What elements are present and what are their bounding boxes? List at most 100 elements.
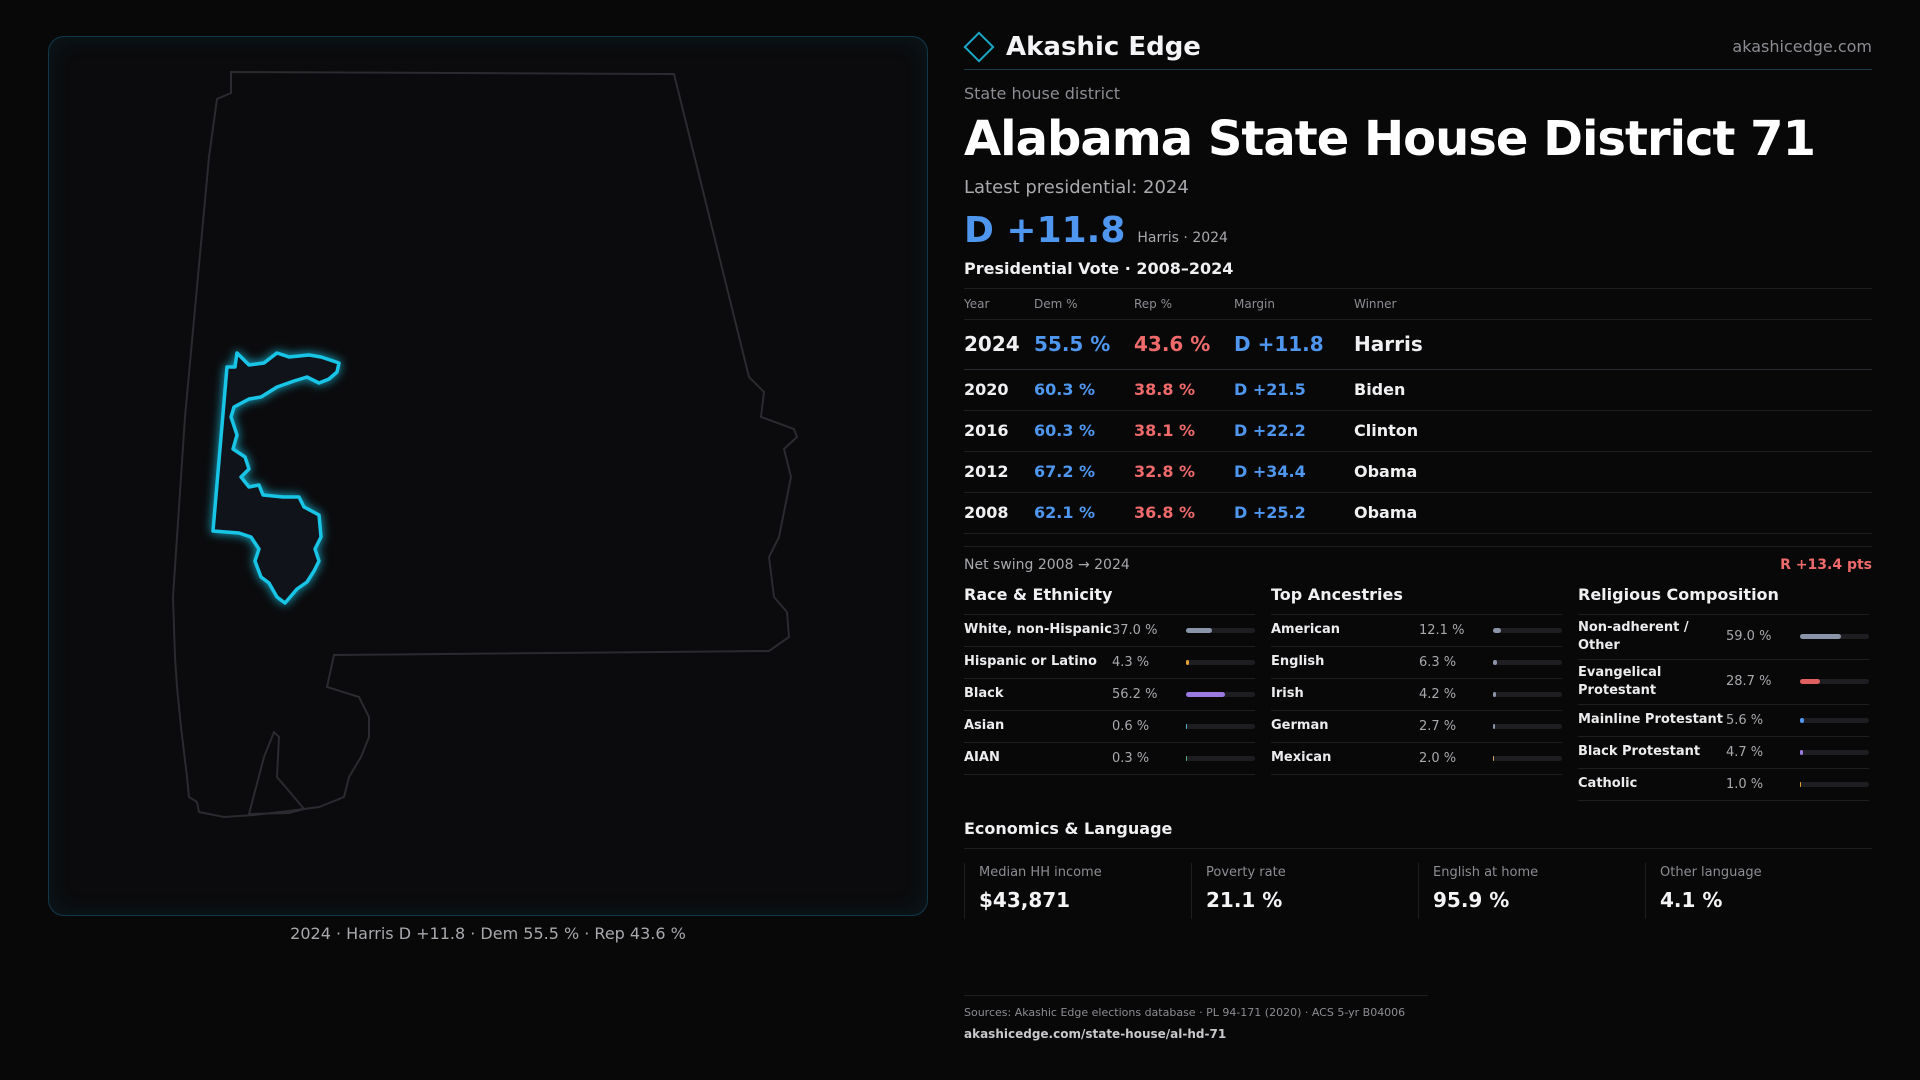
stat-value: 95.9 % <box>1433 887 1510 912</box>
share-bar <box>1493 659 1562 665</box>
winner-cell: Harris <box>1354 319 1872 370</box>
demo-value: 2.7 % <box>1419 718 1457 734</box>
share-bar <box>1186 723 1255 729</box>
rep-cell: 38.8 % <box>1134 369 1234 411</box>
share-bar-fill <box>1800 781 1802 787</box>
stat-label: Other language <box>1660 864 1762 880</box>
district-kicker: State house district <box>964 84 1121 103</box>
page-url-link[interactable]: akashicedge.com/state-house/al-hd-71 <box>964 1027 1227 1041</box>
demo-value: 0.3 % <box>1112 750 1150 766</box>
demo-value: 4.7 % <box>1726 744 1764 760</box>
year-cell: 2020 <box>964 369 1034 411</box>
brand-name: Akashic Edge <box>1006 31 1201 62</box>
demo-label: American <box>1271 622 1341 637</box>
share-bar-fill <box>1186 691 1225 697</box>
stat-value: $43,871 <box>979 887 1071 912</box>
demo-row: White, non-Hispanic 37.0 % <box>964 615 1255 647</box>
share-bar <box>1800 679 1869 684</box>
share-bar-fill <box>1493 627 1502 633</box>
winner-cell: Obama <box>1354 492 1872 534</box>
share-bar <box>1493 723 1562 729</box>
ancestries-title: Top Ancestries <box>1271 585 1562 615</box>
demo-row: AIAN 0.3 % <box>964 743 1255 775</box>
margin-value: D +11.8 <box>964 210 1126 251</box>
share-bar-fill <box>1186 723 1188 729</box>
demo-row: English 6.3 % <box>1271 647 1562 679</box>
demo-value: 5.6 % <box>1726 712 1764 728</box>
map-caption: 2024 · Harris D +11.8 · Dem 55.5 % · Rep… <box>290 924 686 943</box>
district-details: Akashic Edge akashicedge.com State house… <box>963 30 1872 919</box>
rep-cell: 32.8 % <box>1134 451 1234 493</box>
table-row: 2024 55.5 % 43.6 % D +11.8 Harris <box>964 319 1872 370</box>
share-bar <box>1186 691 1255 697</box>
demo-value: 0.6 % <box>1112 718 1150 734</box>
religion-rows: Non-adherent / Other 59.0 % Evangelical Pr… <box>1578 615 1869 801</box>
demo-label: German <box>1271 718 1329 733</box>
vote-table-title: Presidential Vote · 2008–2024 <box>964 259 1872 289</box>
dem-cell: 62.1 % <box>1034 492 1134 534</box>
demo-label: White, non-Hispanic <box>964 622 1112 637</box>
demo-label: Hispanic or Latino <box>964 654 1097 669</box>
stat-label: English at home <box>1433 864 1539 880</box>
table-row: 2016 60.3 % 38.1 % D +22.2 Clinton <box>964 410 1872 452</box>
district-71-shape[interactable] <box>211 351 341 605</box>
dem-cell: 60.3 % <box>1034 369 1134 411</box>
dem-cell: 60.3 % <box>1034 410 1134 452</box>
share-bar-fill <box>1186 627 1212 633</box>
stat-poverty-rate: Poverty rate 21.1 % <box>1191 862 1418 919</box>
share-bar-fill <box>1800 634 1841 639</box>
presidential-vote-table: Year Dem % Rep % Margin Winner 2024 55.5… <box>964 289 1872 534</box>
share-bar <box>1800 749 1869 755</box>
demo-label: Mainline Protestant <box>1578 712 1724 727</box>
religion-panel: Religious Composition Non-adherent / Oth… <box>1578 585 1869 801</box>
margin-cell: D +25.2 <box>1234 492 1354 534</box>
table-row: 2020 60.3 % 38.8 % D +21.5 Biden <box>964 369 1872 411</box>
demo-label: English <box>1271 654 1325 669</box>
rep-cell: 36.8 % <box>1134 492 1234 534</box>
race-ethnicity-title: Race & Ethnicity <box>964 585 1255 615</box>
brand[interactable]: Akashic Edge <box>963 30 1201 63</box>
table-row: 2008 62.1 % 36.8 % D +25.2 Obama <box>964 492 1872 534</box>
demo-row: Asian 0.6 % <box>964 711 1255 743</box>
stat-value: 21.1 % <box>1206 887 1283 912</box>
year-cell: 2012 <box>964 451 1034 493</box>
demo-row: Mexican 2.0 % <box>1271 743 1562 775</box>
race-ethnicity-panel: Race & Ethnicity White, non-Hispanic 37.0… <box>964 585 1255 801</box>
economics-title: Economics & Language <box>964 819 1872 849</box>
demographics: Race & Ethnicity White, non-Hispanic 37.0… <box>964 585 1872 801</box>
year-cell: 2008 <box>964 492 1034 534</box>
district-map <box>48 36 928 916</box>
demo-label: Mexican <box>1271 750 1332 765</box>
winner-cell: Clinton <box>1354 410 1872 452</box>
share-bar-fill <box>1493 659 1498 665</box>
demo-value: 4.3 % <box>1112 654 1150 670</box>
demo-row: Non-adherent / Other 59.0 % <box>1578 615 1869 660</box>
stat-median-income: Median HH income $43,871 <box>964 862 1191 919</box>
share-bar <box>1493 755 1562 761</box>
margin-cell: D +11.8 <box>1234 319 1354 370</box>
map-svg <box>171 70 799 819</box>
demo-label: Irish <box>1271 686 1304 701</box>
ancestries-panel: Top Ancestries American 12.1 % English 6.3 … <box>1271 585 1562 801</box>
demo-value: 28.7 % <box>1726 674 1772 689</box>
stat-other-language: Other language 4.1 % <box>1645 862 1872 919</box>
margin-cell: D +21.5 <box>1234 369 1354 411</box>
share-bar-fill <box>1186 659 1189 665</box>
margin-cell: D +22.2 <box>1234 410 1354 452</box>
demo-label: Non-adherent / Other <box>1578 619 1689 653</box>
demo-value: 4.2 % <box>1419 686 1457 702</box>
demo-label: Black Protestant <box>1578 744 1701 759</box>
sources-note: Sources: Akashic Edge elections database… <box>964 1006 1406 1019</box>
demo-row: Catholic 1.0 % <box>1578 769 1869 801</box>
share-bar-fill <box>1186 755 1188 761</box>
share-bar <box>1186 627 1255 633</box>
page-title: Alabama State House District 71 <box>964 111 1816 167</box>
rep-cell: 38.1 % <box>1134 410 1234 452</box>
header: Akashic Edge akashicedge.com <box>963 30 1872 70</box>
share-bar-fill <box>1493 691 1496 697</box>
rep-cell: 43.6 % <box>1134 319 1234 370</box>
share-bar <box>1800 781 1869 787</box>
site-link[interactable]: akashicedge.com <box>1732 37 1872 56</box>
demo-row: Black Protestant 4.7 % <box>1578 737 1869 769</box>
column-header: Rep % <box>1134 289 1234 320</box>
